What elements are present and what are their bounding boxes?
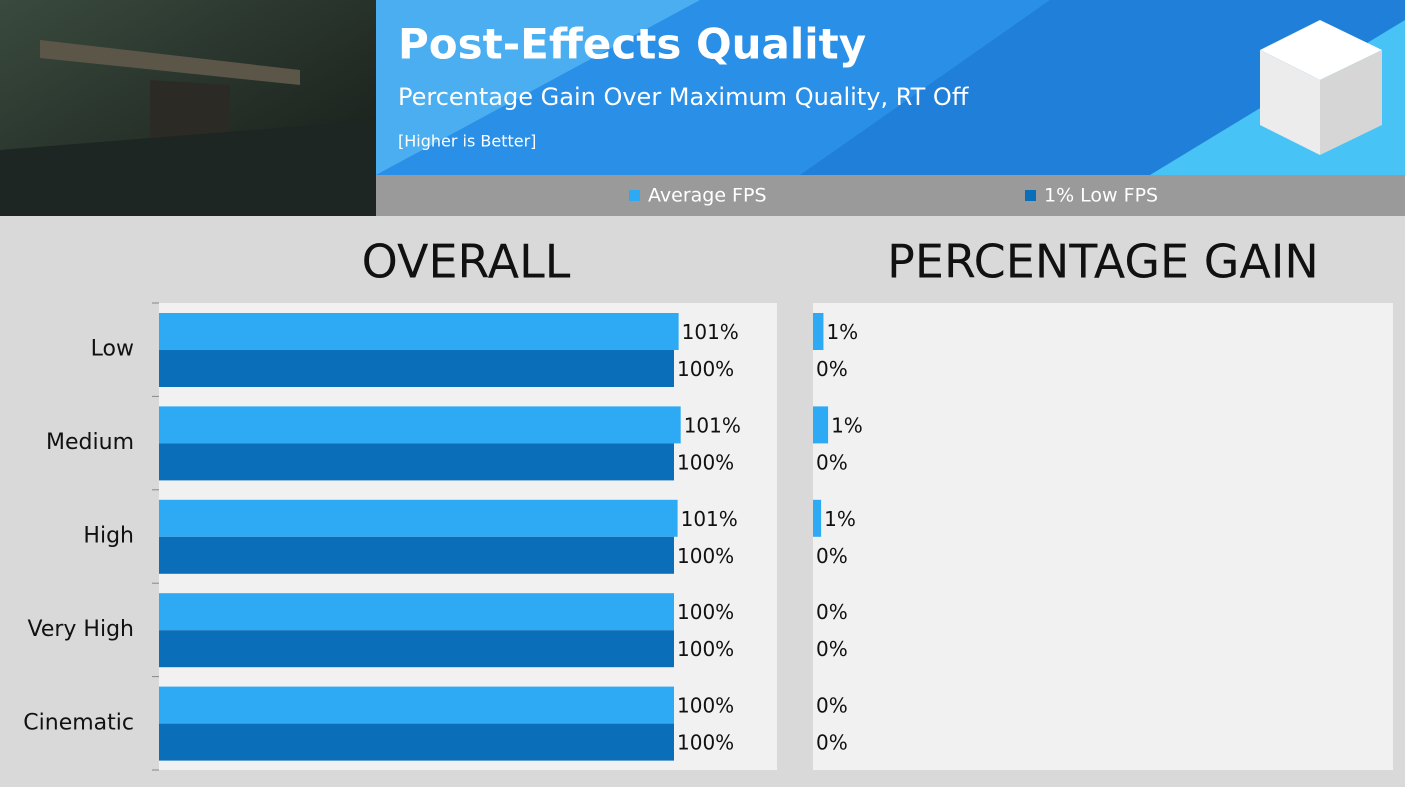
bar [813,499,822,537]
value-label: 0% [816,544,848,568]
legend-swatch [1025,190,1036,201]
legend-label: Average FPS [648,185,767,207]
category-label: Low [91,337,134,362]
value-label: 100% [677,600,734,624]
value-label: 100% [677,544,734,568]
bar [159,443,674,481]
bar [159,350,674,387]
cube-left [1260,50,1320,155]
header: Post-Effects Quality Percentage Gain Ove… [0,0,1405,216]
bar [159,313,679,350]
value-label: 100% [677,637,734,661]
bar [813,406,829,444]
plot-area [813,303,1393,770]
page-subtitle: Percentage Gain Over Maximum Quality, RT… [398,83,969,111]
value-label: 0% [816,357,848,381]
chart-title: OVERALL [362,235,571,289]
bar [159,499,678,537]
value-label: 1% [824,507,856,531]
river [0,120,376,216]
bar [159,593,674,631]
value-label: 1% [831,413,863,437]
legend-label: 1% Low FPS [1044,185,1158,207]
bar [159,630,674,668]
cube-right [1320,50,1382,155]
value-label: 0% [816,637,848,661]
page-note: [Higher is Better] [398,132,536,151]
value-label: 100% [677,450,734,474]
logo-cube [1260,20,1382,155]
page-title: Post-Effects Quality [398,20,866,69]
legend-swatch [629,190,640,201]
bridge [40,40,300,85]
value-label: 0% [816,450,848,474]
legend-strip [376,175,1405,216]
value-label: 100% [677,731,734,755]
value-label: 100% [677,357,734,381]
value-label: 101% [682,320,739,344]
category-label: Cinematic [23,710,134,735]
banner-shape [376,0,700,175]
category-label: High [83,524,134,549]
bar [159,536,674,574]
bar [159,686,674,724]
category-label: Medium [46,430,134,455]
value-label: 101% [681,507,738,531]
bar [159,406,681,444]
bar [159,723,674,761]
value-label: 0% [816,731,848,755]
value-label: 100% [677,694,734,718]
category-label: Very High [28,617,135,642]
value-label: 0% [816,600,848,624]
value-label: 101% [684,413,741,437]
cube-top [1260,20,1382,80]
bar [813,313,824,350]
value-label: 0% [816,694,848,718]
chart-title: PERCENTAGE GAIN [887,235,1319,289]
value-label: 1% [826,320,858,344]
